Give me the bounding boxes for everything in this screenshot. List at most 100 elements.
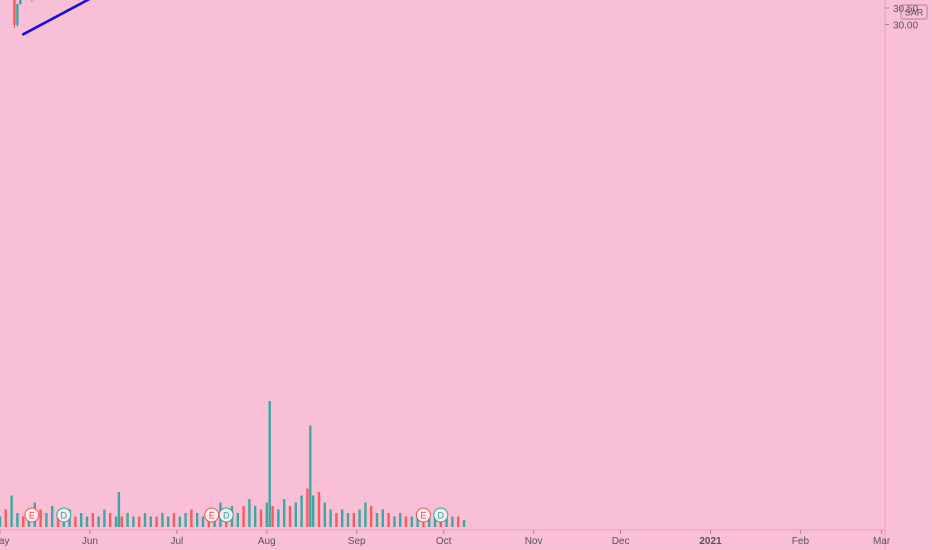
time-axis-background	[0, 530, 932, 550]
volume-bar	[457, 516, 460, 527]
volume-bar	[404, 516, 408, 527]
volume-bar	[358, 509, 361, 527]
volume-bar	[433, 516, 437, 527]
time-tick-label: Mar	[873, 536, 891, 547]
time-tick-label: Sep	[348, 536, 366, 547]
volume-bar	[283, 499, 286, 527]
candle-body	[19, 0, 22, 5]
volume-bar	[126, 513, 129, 527]
volume-bar	[381, 509, 384, 527]
volume-bar	[335, 513, 338, 527]
volume-bar	[387, 513, 390, 527]
time-tick-label: Jul	[171, 536, 184, 547]
volume-bar	[97, 516, 100, 527]
time-tick-label: Feb	[792, 536, 810, 547]
volume-bar	[268, 401, 271, 527]
volume-bar	[236, 513, 239, 527]
volume-bar	[399, 513, 402, 527]
volume-bar	[22, 516, 25, 527]
dividend-marker-label: D	[438, 511, 445, 521]
volume-bar	[259, 509, 263, 527]
time-tick-label: Oct	[436, 536, 452, 547]
volume-bar	[132, 516, 135, 527]
volume-bar	[410, 516, 413, 527]
time-tick-label: Aug	[258, 536, 276, 547]
volume-bar	[190, 509, 193, 527]
plot-background	[0, 0, 885, 530]
volume-bar	[451, 516, 454, 527]
volume-bar	[254, 506, 257, 527]
volume-bar	[155, 516, 158, 527]
volume-bar	[161, 513, 164, 527]
volume-bar	[317, 492, 321, 527]
volume-bar	[393, 516, 396, 527]
candles	[13, 0, 36, 28]
volume-bar	[271, 506, 274, 527]
volume-bar	[103, 509, 106, 527]
volume-bar	[428, 513, 431, 527]
volume-bar	[323, 502, 326, 527]
time-tick-label: Dec	[612, 536, 630, 547]
volume-bar	[341, 509, 344, 527]
dividend-marker[interactable]	[56, 507, 72, 523]
time-tick-label: 2021	[699, 536, 722, 547]
earnings-marker-label: E	[209, 511, 215, 521]
volume-bar	[51, 506, 54, 527]
volume-bar	[306, 488, 309, 527]
earnings-marker[interactable]	[24, 507, 40, 523]
dividend-marker-label: D	[223, 511, 230, 521]
volume-bar	[109, 513, 112, 527]
volume-bar	[352, 513, 355, 527]
candle-body	[16, 4, 19, 25]
volume-bar	[80, 513, 83, 527]
volume-bar	[120, 516, 123, 527]
volume-bar	[45, 513, 48, 527]
volume-bar	[364, 502, 367, 527]
volume-bar	[329, 509, 332, 527]
volume-bar	[265, 502, 268, 527]
time-tick-label: May	[0, 536, 9, 547]
volume-bar	[201, 516, 205, 527]
time-tick-label: Nov	[525, 536, 543, 547]
price-tick-label: 30.00	[893, 20, 918, 31]
volume-bar	[288, 506, 292, 527]
volume-bar	[294, 502, 297, 527]
volume-bar	[0, 516, 2, 527]
volume-bar	[277, 509, 280, 527]
earnings-marker[interactable]	[415, 507, 431, 523]
volume-bar	[462, 520, 466, 527]
dividend-marker[interactable]	[218, 507, 234, 523]
volume-bar	[16, 513, 19, 527]
volume-bar	[248, 499, 251, 527]
volume-bar	[143, 513, 147, 527]
volume-bar	[178, 516, 181, 527]
volume-bar	[312, 495, 315, 527]
volume-bar	[10, 495, 13, 527]
currency-box[interactable]	[900, 4, 928, 20]
dividend-marker[interactable]	[433, 507, 449, 523]
time-axis[interactable]: May Jun Jul Aug Sep Oct Nov Dec 2021 Feb Mar	[0, 530, 891, 547]
volume-bar	[416, 513, 419, 527]
volume-bar	[309, 425, 312, 527]
volume-bar	[56, 513, 60, 527]
volume-bar	[346, 513, 350, 527]
volume-bar	[242, 506, 245, 527]
volume-bar	[149, 516, 152, 527]
volume-bar	[172, 513, 176, 527]
volume-bar	[375, 513, 379, 527]
volume-bar	[74, 516, 77, 527]
volume-bar	[370, 506, 373, 527]
price-axis-background	[885, 0, 932, 550]
volume-bar	[39, 509, 42, 527]
volume-bar	[445, 513, 448, 527]
volume-bar	[4, 509, 7, 527]
time-tick-label: Jun	[82, 536, 98, 547]
earnings-marker-label: E	[29, 511, 35, 521]
volume-bar	[138, 516, 141, 527]
candle-body	[13, 0, 16, 25]
volume-bar	[117, 492, 121, 527]
volume-bar	[91, 513, 94, 527]
